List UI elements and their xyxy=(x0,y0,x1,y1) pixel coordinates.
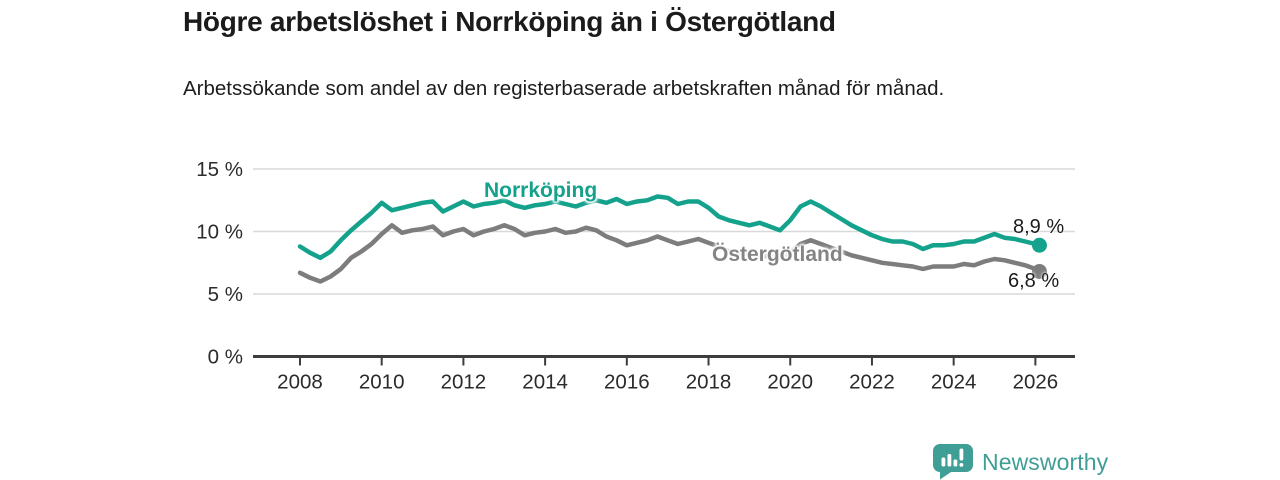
series-line-östergötland xyxy=(297,223,1042,284)
series-label-norrkoping: Norrköping xyxy=(484,179,598,202)
x-tick-label-2014: 2014 xyxy=(522,371,568,394)
y-tick-label-0: 0 % xyxy=(208,346,243,369)
x-tick-label-2022: 2022 xyxy=(849,371,895,394)
end-dot-norrköping xyxy=(1031,237,1047,253)
y-tick-label-15: 15 % xyxy=(196,158,243,181)
series-label-ostergotland: Östergötland xyxy=(712,243,843,266)
x-tick-label-2024: 2024 xyxy=(931,371,977,394)
series-line-norrköping xyxy=(297,194,1042,261)
newsworthy-logo-text: Newsworthy xyxy=(982,448,1109,475)
x-tick-label-2008: 2008 xyxy=(277,371,323,394)
y-tick-label-10: 10 % xyxy=(196,221,243,244)
chart-title: Högre arbetslöshet i Norrköping än i Öst… xyxy=(183,6,836,37)
x-tick-label-2020: 2020 xyxy=(767,371,813,394)
x-tick-label-2010: 2010 xyxy=(359,371,405,394)
end-value-ostergotland: 6,8 % xyxy=(1008,270,1060,292)
chart-subtitle: Arbetssökande som andel av den registerb… xyxy=(183,77,945,100)
x-tick-label-2012: 2012 xyxy=(441,371,487,394)
end-dot-östergötland xyxy=(1031,264,1047,279)
y-tick-label-5: 5 % xyxy=(208,283,243,306)
x-tick-label-2018: 2018 xyxy=(686,371,732,394)
end-value-norrkoping: 8,9 % xyxy=(1013,216,1065,238)
newsworthy-barchart-bubble-icon xyxy=(933,444,973,480)
x-tick-label-2016: 2016 xyxy=(604,371,650,394)
newsworthy-logo[interactable]: Newsworthy xyxy=(933,444,1108,480)
x-tick-label-2026: 2026 xyxy=(1013,371,1059,394)
